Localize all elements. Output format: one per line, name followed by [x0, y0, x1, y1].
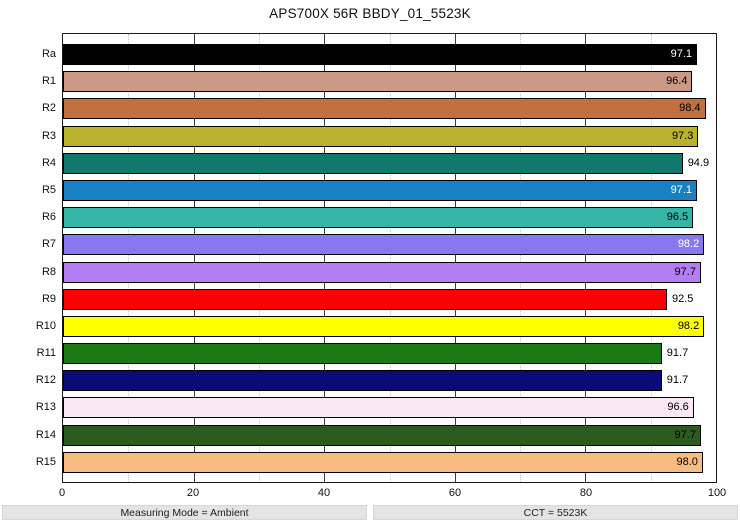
- row-label: R15: [35, 455, 56, 468]
- bar-row-r3: R3 97.3: [42, 125, 716, 147]
- plot-area: Ra 97.1 R1 96.4 R2 98.4 R3 97.3 R4 94.9 R5 97.1 R6 96…: [36, 33, 717, 483]
- x-tick-label: 80: [579, 487, 593, 499]
- bar-row-r15: R15 98.0: [36, 451, 716, 473]
- bar-row-r5: R5 97.1: [42, 179, 716, 201]
- chart-title: APS700X 56R BBDY_01_5523K: [269, 6, 471, 21]
- bar: [63, 71, 693, 93]
- row-label: R8: [41, 265, 56, 278]
- value-label: 94.9: [687, 156, 710, 169]
- bar: [63, 179, 698, 201]
- bar: [63, 315, 705, 337]
- value-label: 97.1: [670, 48, 693, 60]
- plot-rows: Ra 97.1 R1 96.4 R2 98.4 R3 97.3 R4 94.9 R5 97.1 R6 96…: [36, 44, 716, 473]
- x-tick-label: 40: [317, 487, 331, 499]
- bar-row-r11: R11 91.7: [37, 343, 716, 365]
- value-label: 97.7: [674, 428, 696, 441]
- value-label: 98.2: [677, 319, 700, 332]
- minor-gridline: [389, 34, 391, 482]
- major-gridline: [193, 34, 195, 482]
- value-label: 96.5: [666, 211, 689, 224]
- value-label: 96.6: [667, 401, 689, 414]
- value-label: 98.0: [676, 455, 698, 468]
- minor-gridline: [128, 34, 130, 482]
- row-label: R6: [41, 211, 56, 224]
- row-label: R1: [41, 75, 56, 88]
- row-label: R11: [36, 347, 56, 360]
- row-label: Ra: [41, 48, 56, 60]
- bar-row-r8: R8 97.7: [42, 261, 716, 283]
- bar: [63, 288, 668, 310]
- bar: [63, 207, 694, 229]
- bar-row-r13: R13 96.6: [36, 397, 716, 419]
- bar: [63, 152, 683, 174]
- bar-row-r12: R12 91.7: [36, 370, 716, 392]
- x-tick-label: 60: [448, 487, 462, 499]
- value-label: 91.7: [666, 347, 689, 360]
- value-label: 97.7: [674, 265, 696, 278]
- bar: [63, 234, 705, 256]
- value-label: 92.5: [672, 292, 694, 305]
- value-label: 98.4: [679, 102, 701, 115]
- bar: [63, 98, 706, 120]
- major-gridline: [454, 34, 456, 482]
- row-label: R3: [41, 129, 56, 142]
- bar: [63, 370, 662, 392]
- bar-row-r6: R6 96.5: [42, 207, 716, 229]
- status-bar: Measuring Mode = Ambient CCT = 5523K: [2, 505, 738, 520]
- bar: [63, 125, 699, 147]
- row-label: R10: [35, 319, 56, 332]
- row-label: R4: [41, 156, 56, 169]
- bar-row-r1: R1 96.4: [42, 71, 716, 93]
- bar-row-r9: R9 92.5: [42, 288, 716, 310]
- major-gridline: [324, 34, 326, 482]
- row-label: R5: [41, 183, 56, 196]
- minor-gridline: [258, 34, 260, 482]
- bar: [63, 397, 694, 419]
- x-tick-label: 20: [186, 487, 200, 499]
- bar-row-r4: R4 94.9: [42, 152, 716, 174]
- row-label: R9: [41, 292, 56, 305]
- value-label: 97.1: [670, 183, 693, 196]
- bar: [63, 451, 703, 473]
- row-label: R7: [41, 238, 56, 251]
- measuring-mode-status: Measuring Mode = Ambient: [2, 505, 367, 520]
- x-tick-label: 0: [58, 487, 66, 499]
- bar-row-ra: Ra 97.1: [42, 44, 716, 65]
- minor-gridline: [650, 34, 652, 482]
- major-gridline: [585, 34, 587, 482]
- value-label: 97.3: [671, 129, 694, 142]
- minor-gridline: [520, 34, 522, 482]
- row-label: R13: [35, 401, 56, 414]
- bar: [63, 424, 701, 446]
- x-axis-tick-labels: 0 20 40 60 80 100: [58, 487, 726, 501]
- row-label: R2: [41, 102, 56, 115]
- cct-status: CCT = 5523K: [373, 505, 738, 520]
- value-label: 91.7: [666, 374, 689, 387]
- bar: [63, 261, 701, 283]
- value-label: 98.2: [677, 238, 700, 251]
- bar: [63, 44, 698, 65]
- bar-row-r7: R7 98.2: [42, 234, 716, 256]
- value-label: 96.4: [666, 75, 688, 88]
- row-label: R14: [35, 428, 56, 441]
- bar: [63, 343, 662, 365]
- row-label: R12: [35, 374, 56, 387]
- bar-row-r10: R10 98.2: [36, 315, 716, 337]
- bar-row-r2: R2 98.4: [42, 98, 716, 120]
- bar-row-r14: R14 97.7: [36, 424, 716, 446]
- x-tick-label: 100: [707, 487, 727, 499]
